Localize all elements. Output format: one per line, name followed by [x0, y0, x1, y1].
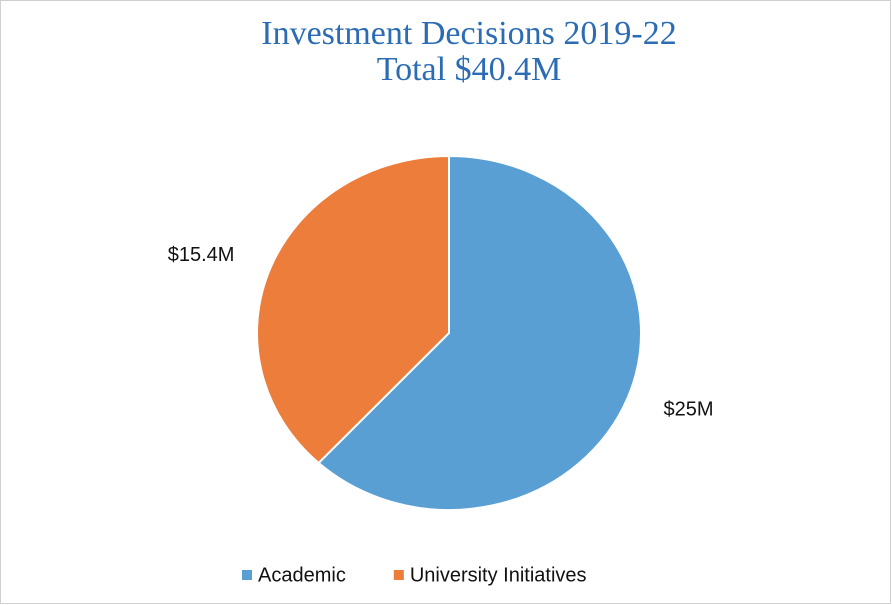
chart-title: Investment Decisions 2019-22: [261, 15, 677, 52]
data-label: $15.4M: [168, 244, 235, 266]
legend-label: Academic: [258, 564, 346, 586]
chart-subtitle: Total $40.4M: [377, 51, 562, 88]
pie-slice: [317, 154, 642, 511]
legend-label: University Initiatives: [410, 564, 587, 586]
legend-swatch: [242, 570, 252, 580]
pie-slice: [256, 154, 450, 465]
legend-swatch: [393, 570, 404, 580]
data-label: $25M: [664, 399, 714, 421]
